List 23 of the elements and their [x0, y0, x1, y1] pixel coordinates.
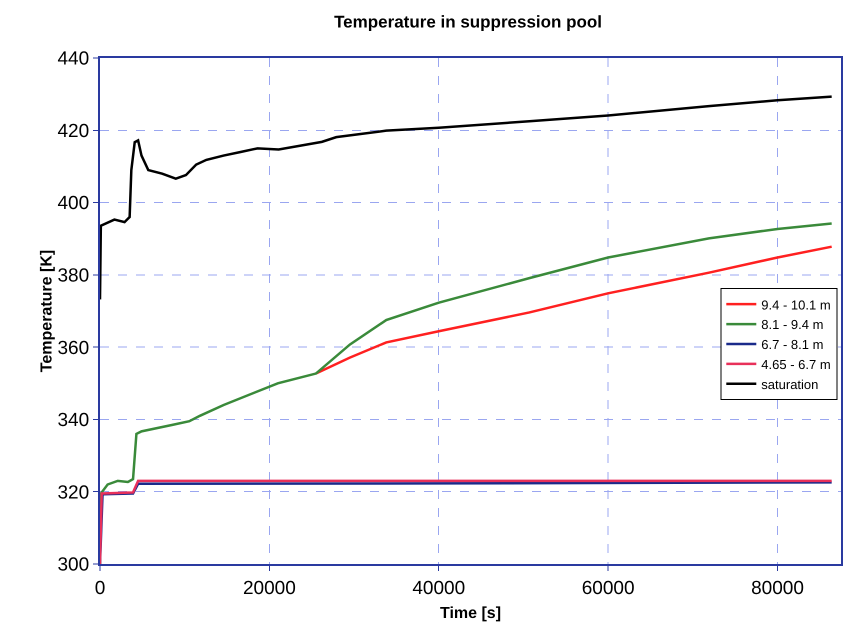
x-tick-label: 60000 — [582, 578, 635, 599]
legend-label: 4.65 - 6.7 m — [761, 356, 831, 372]
y-tick-label: 380 — [57, 266, 90, 287]
legend-label: saturation — [761, 376, 818, 392]
y-tick-label: 420 — [57, 120, 90, 142]
x-tick-label: 0 — [94, 578, 106, 599]
y-tick-label: 320 — [57, 482, 90, 504]
legend-label: 8.1 - 9.4 m — [761, 317, 824, 332]
x-axis-title: Time [s] — [440, 605, 502, 622]
y-axis-title: Temperature [K] — [38, 250, 56, 372]
line-series — [314, 245, 833, 375]
x-tick-label: 20000 — [242, 578, 296, 599]
legend-label: 6.7 - 8.1 m — [761, 337, 824, 352]
y-tick-label: 440 — [57, 48, 90, 70]
x-tick-label: 80000 — [751, 578, 804, 599]
legend-label: 9.4 - 10.1 m — [761, 297, 831, 312]
line-series — [100, 95, 833, 301]
chart-title: Temperature in suppression pool — [334, 12, 602, 32]
y-tick-label: 300 — [57, 554, 90, 576]
y-tick-label: 400 — [57, 193, 90, 214]
x-tick-label: 40000 — [412, 578, 466, 599]
y-tick-label: 340 — [57, 410, 90, 432]
y-tick-label: 360 — [57, 338, 90, 359]
